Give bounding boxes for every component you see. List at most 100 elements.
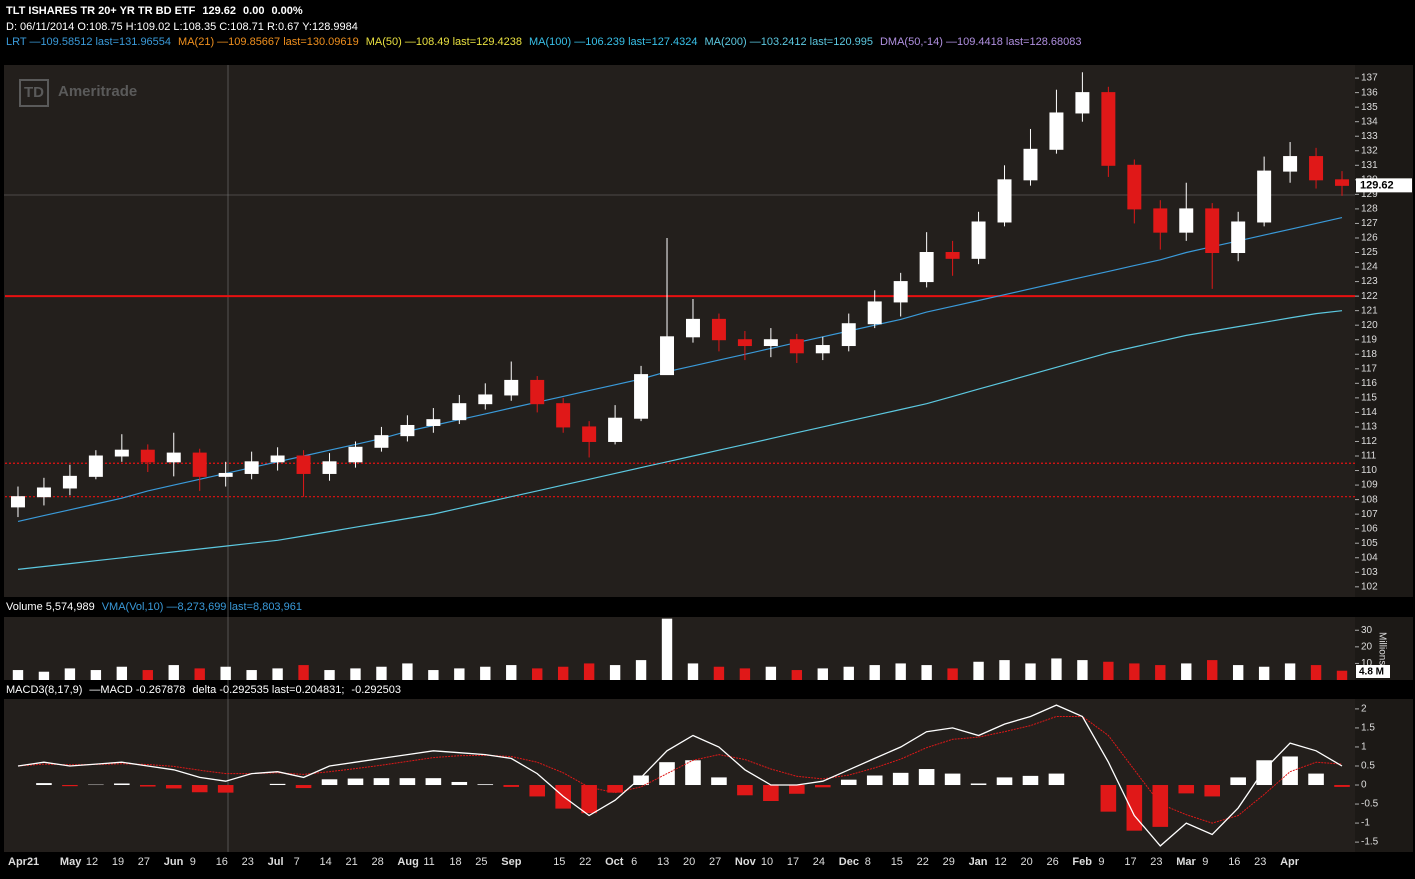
macd-histogram (270, 784, 286, 785)
volume-bar (428, 670, 438, 680)
y-tick-label: 126 (1361, 233, 1378, 244)
x-tick-label: 14 (320, 856, 332, 868)
x-tick-label: 27 (138, 856, 150, 868)
y-tick-label: 123 (1361, 276, 1378, 287)
volume-bar (947, 668, 957, 680)
volume-marker: 4.8 M (1359, 667, 1384, 678)
x-tick-label: 6 (631, 856, 637, 868)
last-price: 129.62 (202, 5, 236, 17)
watermark-logo: TD (24, 84, 44, 101)
x-tick-label: 12 (86, 856, 98, 868)
y-tick-label: -1 (1361, 818, 1370, 829)
volume-bar (844, 667, 854, 680)
y-tick-label: -0.5 (1361, 799, 1379, 810)
macd-histogram (529, 785, 545, 796)
candle-body (894, 282, 907, 302)
candle-body (738, 340, 751, 346)
volume-bar (39, 672, 49, 680)
y-tick-label: 125 (1361, 247, 1378, 258)
x-tick-label: 24 (813, 856, 825, 868)
y-tick-label: 117 (1361, 363, 1377, 374)
y-tick-label: 1 (1361, 742, 1367, 753)
candle-body (1154, 209, 1167, 232)
y-tick-label: 110 (1361, 465, 1377, 476)
candle-body (790, 340, 803, 353)
macd-legend: delta -0.292535 last=0.204831; (192, 684, 344, 696)
candle-body (297, 456, 310, 473)
candle-body (531, 380, 544, 403)
volume-bar (1181, 663, 1191, 680)
x-tick-label: Apr (1280, 856, 1300, 868)
candle-body (219, 473, 232, 476)
x-tick-label: 7 (294, 856, 300, 868)
study-legend: MA(21) —109.85667 last=130.09619 (178, 36, 359, 48)
candle-body (479, 395, 492, 404)
y-tick-label: 121 (1361, 305, 1378, 316)
y-tick-label: 104 (1361, 552, 1378, 563)
change-pct: 0.00% (271, 5, 302, 17)
candle-body (37, 488, 50, 497)
x-tick-label: 20 (683, 856, 695, 868)
volume-bar (350, 668, 360, 680)
volume-bar (480, 667, 490, 680)
y-tick-label: 135 (1361, 102, 1378, 113)
candle-body (349, 447, 362, 462)
macd-histogram (1049, 774, 1065, 785)
x-tick-label: 28 (371, 856, 383, 868)
x-tick-label: 22 (579, 856, 591, 868)
x-tick-label: 11 (423, 856, 434, 868)
candle-body (1076, 93, 1089, 113)
price-pane (4, 65, 1355, 597)
x-tick-label: Dec (839, 856, 859, 868)
x-tick-label: 10 (761, 856, 773, 868)
candle-body (193, 453, 206, 476)
candle-body (115, 450, 128, 456)
candle-body (686, 319, 699, 336)
symbol: TLT ISHARES TR 20+ YR TR BD ETF (6, 5, 196, 17)
candle-body (920, 253, 933, 282)
macd-histogram (919, 769, 935, 785)
y-tick-label: 136 (1361, 87, 1378, 98)
volume-bar (558, 667, 568, 680)
candle-body (1310, 157, 1323, 180)
macd-histogram (1308, 774, 1324, 785)
macd-histogram (296, 785, 312, 788)
macd-histogram (1023, 776, 1039, 785)
volume-bar (1311, 665, 1321, 680)
candle-body (998, 180, 1011, 222)
y-tick-label: 108 (1361, 494, 1378, 505)
macd-histogram (1230, 777, 1246, 785)
volume-bar (740, 668, 750, 680)
y-tick-label: 111 (1361, 451, 1377, 462)
candle-body (11, 497, 24, 507)
volume-bar (1337, 671, 1347, 680)
volume-bar (766, 667, 776, 680)
study-legend: MA(200) —103.2412 last=120.995 (705, 36, 873, 48)
study-legend: MA(50) —108.49 last=129.4238 (366, 36, 522, 48)
x-tick-label: Oct (605, 856, 624, 868)
volume-bar (195, 668, 205, 680)
x-tick-label: 17 (1124, 856, 1136, 868)
y-tick-label: 2 (1361, 704, 1367, 715)
volume-bar (272, 668, 282, 680)
x-tick-label: 23 (1150, 856, 1162, 868)
x-tick-label: 25 (475, 856, 487, 868)
volume-bar (143, 670, 153, 680)
volume-bar (506, 665, 516, 680)
y-tick-label: 132 (1361, 145, 1378, 156)
volume-legend: VMA(Vol,10) —8,273,699 last=8,803,961 (102, 601, 302, 613)
y-tick-label: 109 (1361, 480, 1378, 491)
volume-bar (973, 662, 983, 680)
volume-bar (895, 663, 905, 680)
study-legend: DMA(50,-14) —109.4418 last=128.68083 (880, 36, 1082, 48)
candle-body (1336, 180, 1349, 186)
volume-bar (714, 667, 724, 680)
y-tick-label: 131 (1361, 160, 1378, 171)
y-tick-label: 115 (1361, 393, 1377, 404)
candle-body (712, 319, 725, 339)
x-tick-label: Jul (268, 856, 284, 868)
candle-body (323, 462, 336, 474)
y-tick-label: 106 (1361, 523, 1378, 534)
candle-body (505, 380, 518, 395)
macd-histogram (737, 785, 753, 795)
